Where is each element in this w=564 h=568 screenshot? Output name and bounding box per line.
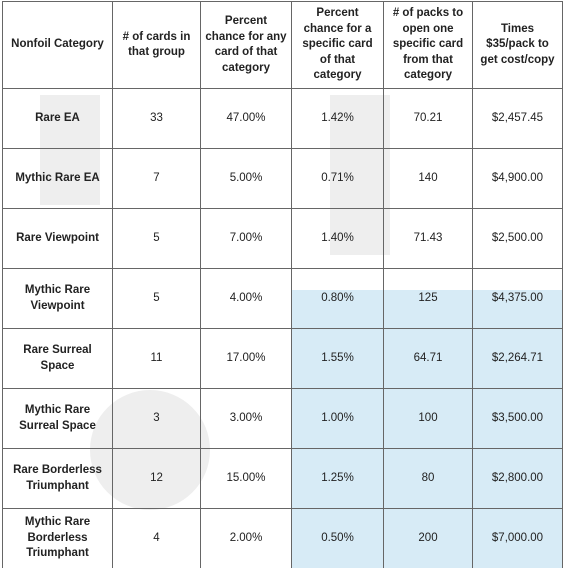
value-cell: 100: [383, 388, 473, 449]
table-row: Mythic Rare Surreal Space 3 3.00% 1.00% 100 $…: [2, 388, 563, 449]
value-cell: 140: [383, 148, 473, 209]
table-row: Rare Viewpoint 5 7.00% 1.40% 71.43 $2,500.00: [2, 208, 563, 269]
value-cell: 5: [112, 208, 201, 269]
value-cell: 12: [112, 448, 201, 509]
value-cell: 15.00%: [200, 448, 292, 509]
value-cell: $2,264.71: [472, 328, 563, 389]
value-cell: 1.55%: [291, 328, 384, 389]
category-cell: Mythic Rare Surreal Space: [2, 388, 113, 449]
value-cell: $3,500.00: [472, 388, 563, 449]
table-row: Mythic Rare Viewpoint 5 4.00% 0.80% 125 $4,37…: [2, 268, 563, 329]
value-cell: 0.71%: [291, 148, 384, 209]
value-cell: 1.25%: [291, 448, 384, 509]
value-cell: $2,500.00: [472, 208, 563, 269]
value-cell: 64.71: [383, 328, 473, 389]
category-cell: Mythic Rare Borderless Triumphant: [2, 508, 113, 568]
value-cell: $7,000.00: [472, 508, 563, 568]
header-cell: # of cards in that group: [112, 1, 201, 89]
value-cell: 71.43: [383, 208, 473, 269]
value-cell: 0.50%: [291, 508, 384, 568]
value-cell: 17.00%: [200, 328, 292, 389]
table-row: Mythic Rare EA 7 5.00% 0.71% 140 $4,900.00: [2, 148, 563, 209]
table-row: Rare Surreal Space 11 17.00% 1.55% 64.71 $2,2…: [2, 328, 563, 389]
value-cell: 4.00%: [200, 268, 292, 329]
header-cell: Nonfoil Category: [2, 1, 113, 89]
category-cell: Rare Surreal Space: [2, 328, 113, 389]
value-cell: 3.00%: [200, 388, 292, 449]
table-row: Rare EA 33 47.00% 1.42% 70.21 $2,457.45: [2, 88, 563, 149]
header-cell: # of packs to open one specific card fro…: [383, 1, 473, 89]
value-cell: 1.42%: [291, 88, 384, 149]
value-cell: 2.00%: [200, 508, 292, 568]
value-cell: 1.00%: [291, 388, 384, 449]
value-cell: 5: [112, 268, 201, 329]
category-cell: Mythic Rare EA: [2, 148, 113, 209]
value-cell: 4: [112, 508, 201, 568]
value-cell: 7: [112, 148, 201, 209]
value-cell: 3: [112, 388, 201, 449]
table-body: Rare EA 33 47.00% 1.42% 70.21 $2,457.45 Mythic…: [2, 88, 563, 568]
header-row: Nonfoil Category # of cards in that group…: [2, 1, 563, 89]
value-cell: 7.00%: [200, 208, 292, 269]
header-cell: Times $35/pack to get cost/copy: [472, 1, 563, 89]
value-cell: 11: [112, 328, 201, 389]
value-cell: 0.80%: [291, 268, 384, 329]
header-cell: Percent chance for any card of that cate…: [200, 1, 292, 89]
value-cell: 70.21: [383, 88, 473, 149]
value-cell: $4,375.00: [472, 268, 563, 329]
category-cell: Rare Borderless Triumphant: [2, 448, 113, 509]
value-cell: 80: [383, 448, 473, 509]
category-cell: Rare Viewpoint: [2, 208, 113, 269]
value-cell: $4,900.00: [472, 148, 563, 209]
category-cell: Mythic Rare Viewpoint: [2, 268, 113, 329]
value-cell: 1.40%: [291, 208, 384, 269]
value-cell: 47.00%: [200, 88, 292, 149]
category-cell: Rare EA: [2, 88, 113, 149]
value-cell: 33: [112, 88, 201, 149]
header-cell: Percent chance for a specific card of th…: [291, 1, 384, 89]
table-row: Rare Borderless Triumphant 12 15.00% 1.25% 8…: [2, 448, 563, 509]
table-row: Mythic Rare Borderless Triumphant 4 2.00% 0…: [2, 508, 563, 568]
value-cell: 200: [383, 508, 473, 568]
value-cell: $2,457.45: [472, 88, 563, 149]
value-cell: 125: [383, 268, 473, 329]
value-cell: 5.00%: [200, 148, 292, 209]
value-cell: $2,800.00: [472, 448, 563, 509]
